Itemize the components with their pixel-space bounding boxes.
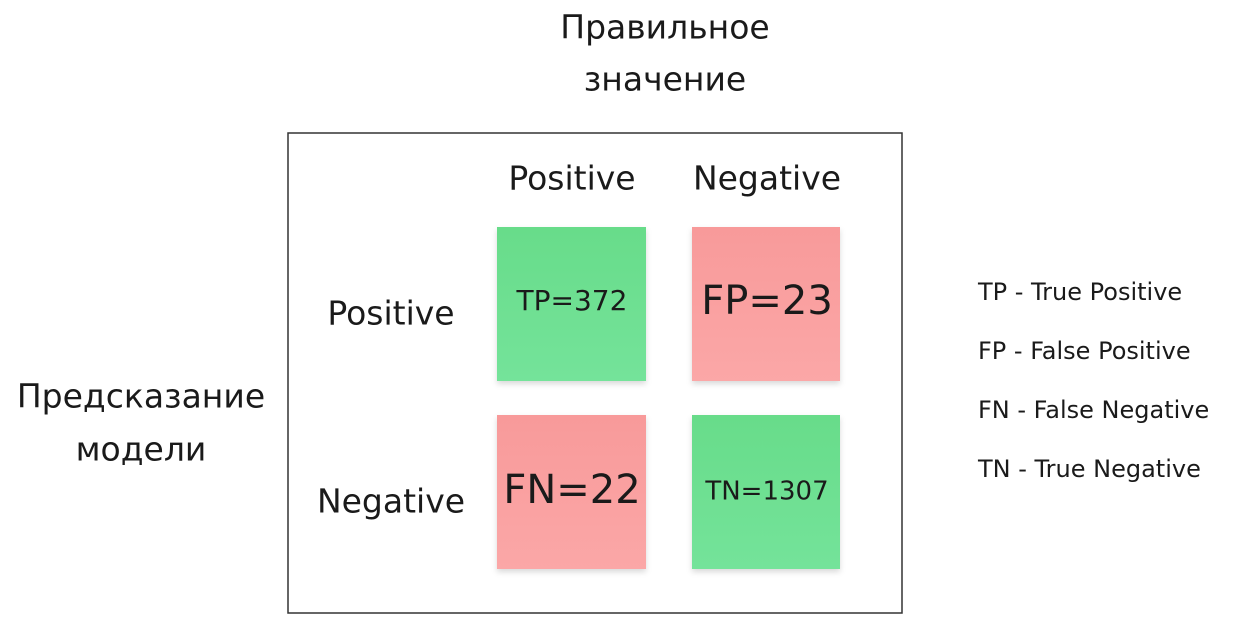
legend-entry: TN - True Negative [977,455,1201,483]
title-line: значение [584,60,746,99]
side-label-line: модели [76,430,207,469]
column-header: Negative [693,159,841,198]
cell-label: TP=372 [516,284,628,317]
legend-entry: TP - True Positive [977,278,1182,306]
cell-label: FP=23 [701,278,833,324]
legend-entry: FP - False Positive [978,337,1191,365]
cell [692,227,840,381]
cell-label: FN=22 [503,467,640,513]
side-label-line: Предсказание [17,377,265,416]
row-header: Negative [317,482,465,521]
cell-label: TN=1307 [704,477,828,507]
cell [497,227,646,381]
legend-entry: FN - False Negative [978,396,1209,424]
title-line: Правильное [560,8,770,47]
row-header: Positive [327,294,454,333]
column-header: Positive [508,159,635,198]
cell [692,415,840,569]
cell [497,415,646,569]
matrix-frame [287,132,903,614]
